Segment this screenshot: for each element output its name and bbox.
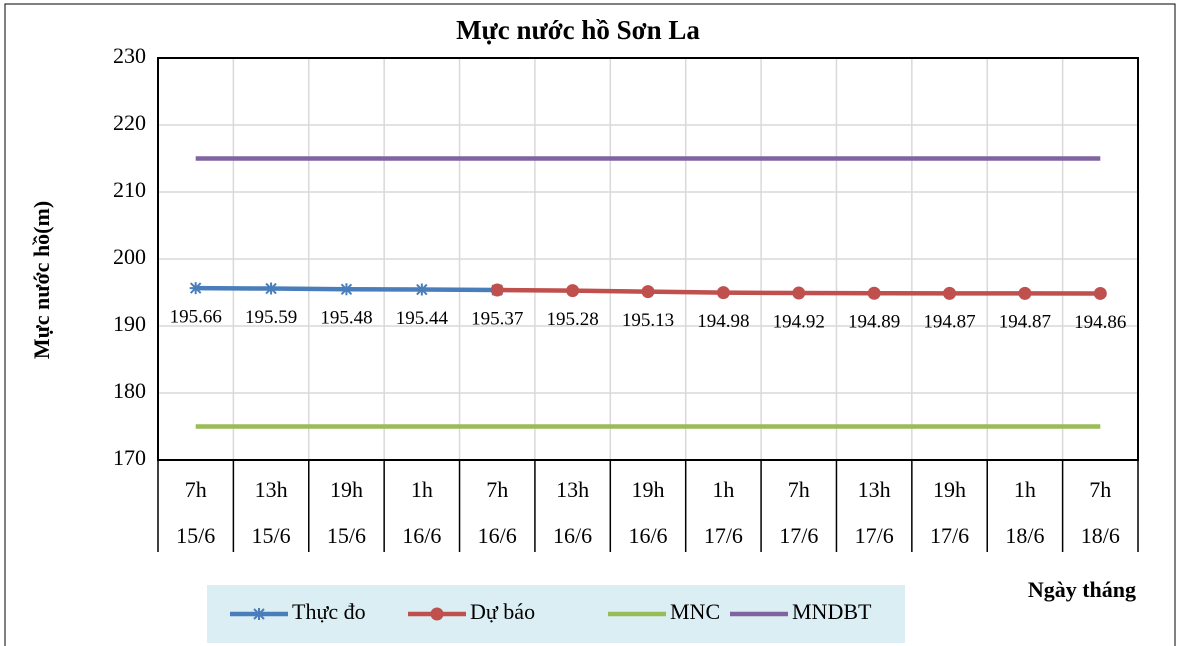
x-tick-label: 15/6 <box>176 523 215 548</box>
marker <box>490 283 504 297</box>
x-tick-label: 16/6 <box>628 523 667 548</box>
x-tick-label: 19h <box>632 477 665 502</box>
data-label: 195.28 <box>546 309 598 330</box>
x-tick-label: 7h <box>1089 477 1111 502</box>
data-label: 195.48 <box>320 308 372 329</box>
marker <box>1018 286 1032 300</box>
x-tick-label: 7h <box>185 477 207 502</box>
marker <box>943 286 957 300</box>
x-tick-label: 15/6 <box>327 523 366 548</box>
data-label: 195.66 <box>170 306 222 327</box>
x-tick-label: 13h <box>858 477 891 502</box>
data-label: 195.13 <box>622 310 674 331</box>
x-tick-label: 19h <box>933 477 966 502</box>
x-axis-label: Ngày tháng <box>1028 577 1136 602</box>
plot-border <box>157 57 1139 461</box>
x-tick-label: 17/6 <box>704 523 743 548</box>
data-label: 195.37 <box>471 308 523 329</box>
y-tick-label: 180 <box>113 378 146 403</box>
x-tick-label: 1h <box>712 477 734 502</box>
marker <box>253 608 265 620</box>
marker <box>1093 286 1107 300</box>
legend <box>207 585 905 643</box>
x-tick-label: 16/6 <box>402 523 441 548</box>
x-tick-label: 17/6 <box>779 523 818 548</box>
data-label: 194.89 <box>848 312 900 333</box>
y-tick-label: 210 <box>113 177 146 202</box>
data-label: 194.87 <box>999 312 1051 333</box>
data-label: 195.44 <box>396 308 449 329</box>
y-tick-label: 190 <box>113 311 146 336</box>
x-tick-label: 7h <box>486 477 508 502</box>
y-tick-label: 170 <box>113 445 146 470</box>
x-tick-label: 13h <box>556 477 589 502</box>
data-label: 194.86 <box>1074 312 1126 333</box>
x-tick-label: 1h <box>411 477 433 502</box>
marker <box>867 286 881 300</box>
x-tick-label: 18/6 <box>1005 523 1044 548</box>
marker <box>340 283 353 296</box>
marker <box>641 285 655 299</box>
y-tick-label: 200 <box>113 244 146 269</box>
data-label: 194.92 <box>773 311 825 332</box>
x-tick-label: 13h <box>255 477 288 502</box>
x-tick-label: 15/6 <box>252 523 291 548</box>
frame <box>4 3 1176 646</box>
legend-label: Dự báo <box>470 599 535 624</box>
marker <box>566 284 580 298</box>
x-tick-label: 17/6 <box>930 523 969 548</box>
y-tick-label: 230 <box>113 43 146 68</box>
marker <box>716 286 730 300</box>
x-tick-label: 7h <box>788 477 810 502</box>
x-tick-label: 1h <box>1014 477 1036 502</box>
legend-label: MNC <box>670 599 720 624</box>
marker <box>792 286 806 300</box>
data-label: 195.59 <box>245 307 297 328</box>
marker <box>430 607 444 621</box>
x-tick-label: 19h <box>330 477 363 502</box>
x-tick-label: 16/6 <box>553 523 592 548</box>
y-tick-label: 220 <box>113 110 146 135</box>
data-label: 194.87 <box>923 312 975 333</box>
y-axis-label: Mực nước hồ(m) <box>29 201 54 359</box>
marker <box>265 282 278 295</box>
data-label: 194.98 <box>697 311 749 332</box>
marker <box>189 282 202 295</box>
legend-label: MNDBT <box>792 599 872 624</box>
x-tick-label: 16/6 <box>478 523 517 548</box>
legend-label: Thực đo <box>292 599 366 624</box>
chart-title: Mực nước hồ Sơn La <box>456 15 700 45</box>
x-tick-label: 17/6 <box>855 523 894 548</box>
marker <box>415 283 428 296</box>
x-tick-label: 18/6 <box>1081 523 1120 548</box>
